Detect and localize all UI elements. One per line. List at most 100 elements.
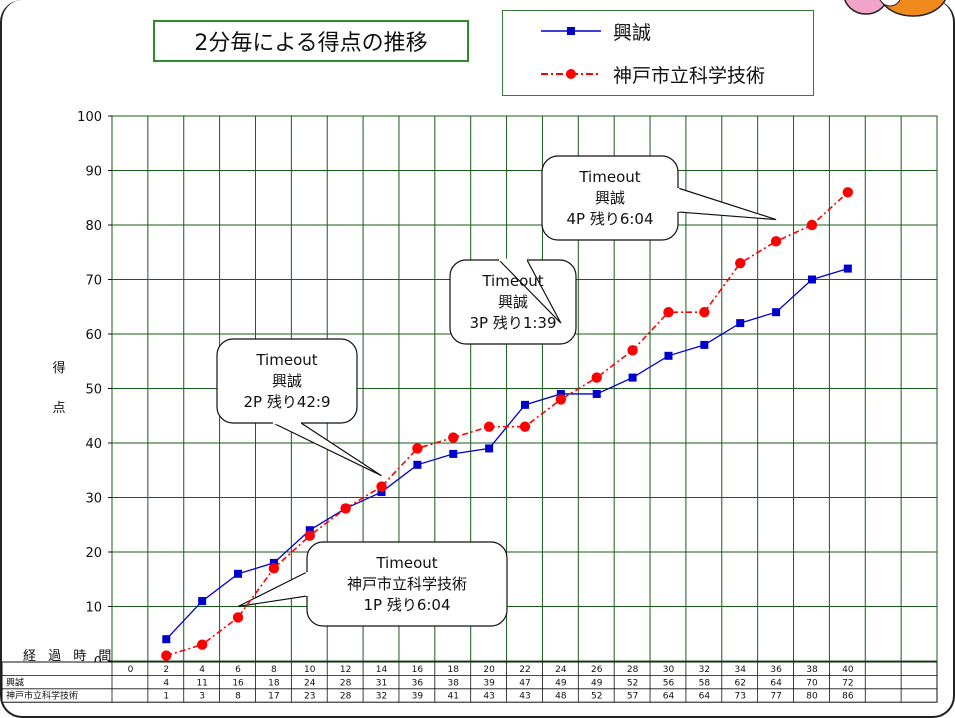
table-cell: 56 (663, 678, 675, 688)
data-point-square (198, 597, 207, 606)
y-tick-label: 40 (85, 437, 102, 452)
y-tick-label: 20 (85, 546, 102, 561)
data-point-circle (412, 443, 423, 454)
data-point-circle (161, 650, 172, 661)
data-point-square (269, 558, 278, 567)
y-tick-label: 70 (85, 274, 102, 289)
data-point-square (485, 444, 494, 453)
table-cell: 4 (163, 678, 169, 688)
callout-text-line: Timeout (481, 272, 543, 290)
table-cell: 48 (555, 692, 567, 702)
data-point-circle (627, 345, 638, 356)
data-point-circle (591, 372, 602, 383)
x-tick-label: 2 (163, 665, 169, 675)
y-tick-label: 10 (85, 601, 102, 616)
x-tick-label: 6 (235, 665, 241, 675)
callout-text-line: Timeout (255, 351, 317, 369)
table-cell: 28 (340, 692, 352, 702)
legend-swatch-red (541, 69, 601, 79)
timeout-callout: Timeout 興誠 4P 残り6:04 (541, 155, 777, 241)
data-point-circle (735, 257, 746, 269)
table-cell: 28 (340, 678, 352, 688)
data-point-square (807, 275, 816, 284)
table-cell: 24 (304, 678, 316, 688)
table-cell: 17 (268, 692, 279, 702)
legend-label-series-2: 神戸市立科学技術 (613, 64, 766, 87)
x-tick-label: 36 (770, 665, 782, 675)
table-cell: 1 (163, 692, 169, 702)
table-cell: 36 (412, 678, 424, 688)
callout-text-line: 神戸市立科学技術 (347, 575, 467, 593)
x-tick-label: 26 (591, 665, 603, 675)
data-point-circle (483, 421, 495, 432)
data-point-square (700, 340, 709, 349)
callout-text-line: 1P 残り6:04 (363, 596, 450, 614)
data-point-circle (232, 612, 244, 623)
table-cell: 18 (268, 678, 280, 688)
table-cell: 49 (591, 678, 603, 688)
table-cell: 57 (627, 692, 638, 702)
y-tick-label: 90 (85, 165, 102, 180)
table-cell: 52 (591, 692, 602, 702)
data-point-circle (770, 236, 782, 247)
table-cell: 43 (483, 692, 494, 702)
data-point-square (736, 319, 745, 328)
data-point-circle (448, 432, 459, 443)
data-point-circle (806, 219, 818, 231)
x-tick-label: 4 (199, 665, 205, 675)
table-cell: 11 (196, 678, 207, 688)
data-point-square (234, 569, 243, 578)
table-cell: 70 (806, 678, 818, 688)
data-point-circle (268, 563, 280, 574)
y-axis-label: 点 (52, 401, 65, 416)
x-tick-label: 8 (271, 665, 277, 675)
x-tick-label: 12 (340, 665, 351, 675)
x-tick-label: 18 (448, 665, 460, 675)
table-cell: 72 (842, 678, 853, 688)
callout-text-line: Timeout (578, 168, 640, 186)
table-cell: 64 (663, 692, 675, 702)
x-tick-label: 40 (842, 665, 854, 675)
data-point-square (592, 389, 601, 398)
table-cell: 39 (412, 692, 424, 702)
data-point-circle (555, 394, 567, 405)
x-tick-label: 16 (412, 665, 424, 675)
y-tick-label: 60 (85, 328, 102, 343)
data-point-square (628, 373, 637, 382)
callout-text-line: Timeout (375, 554, 437, 572)
table-cell: 64 (699, 692, 711, 702)
data-point-circle (663, 307, 674, 318)
x-tick-label: 0 (128, 665, 134, 675)
data-point-circle (340, 503, 351, 514)
table-cell: 3 (199, 692, 205, 702)
series-line-2 (166, 191, 849, 657)
x-tick-label: 20 (483, 665, 495, 675)
data-table (1, 661, 938, 703)
mascot-image (838, 0, 955, 20)
data-point-square (772, 308, 781, 317)
x-tick-label: 10 (304, 665, 316, 675)
table-cell: 77 (770, 692, 781, 702)
table-cell: 16 (232, 678, 244, 688)
table-cell: 8 (235, 692, 241, 702)
y-axis-label: 得 (52, 360, 65, 376)
legend: 興誠 神戸市立科学技術 (502, 10, 814, 96)
y-tick-label: 30 (85, 492, 102, 507)
data-point-circle (842, 187, 854, 198)
data-point-square (377, 488, 386, 497)
data-point-square (843, 264, 852, 273)
data-point-square (162, 635, 171, 644)
table-cell: 43 (519, 692, 530, 702)
table-cell: 32 (376, 692, 387, 702)
callout-text-line: 2P 残り42:9 (243, 393, 330, 411)
table-cell: 39 (483, 678, 495, 688)
y-tick-label: 80 (85, 219, 102, 234)
data-point-square (413, 460, 422, 469)
x-axis-label: 経 過 時 間 (23, 649, 115, 664)
data-point-square (556, 389, 565, 398)
x-tick-label: 14 (376, 665, 388, 675)
y-tick-label: 50 (85, 383, 102, 398)
x-tick-label: 34 (734, 665, 746, 675)
data-point-circle (699, 307, 710, 318)
